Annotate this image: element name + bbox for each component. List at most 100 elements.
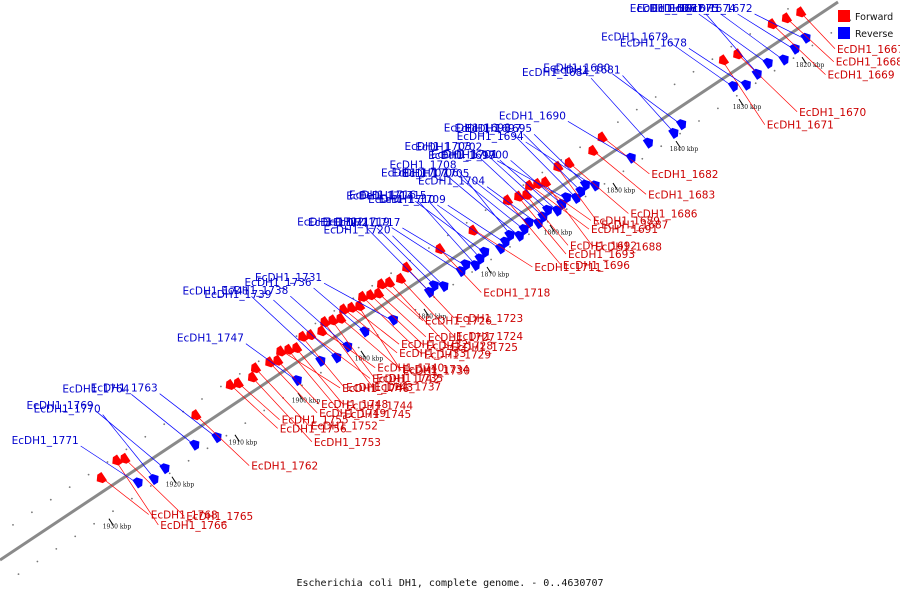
forward-gene-label[interactable]: EcDH1_1668 <box>836 57 900 69</box>
reverse-gene-label[interactable]: EcDH1_1700 <box>442 149 509 161</box>
forward-gene-feature[interactable] <box>384 276 396 288</box>
forward-gene-label[interactable]: EcDH1_1746 <box>342 383 409 395</box>
forward-gene-label[interactable]: EcDH1_1682 <box>651 169 718 181</box>
forward-gene-label[interactable]: EcDH1_1671 <box>767 120 834 132</box>
forward-gene-feature[interactable] <box>112 454 123 466</box>
forward-gene-label[interactable]: EcDH1_1744 <box>346 401 413 413</box>
reverse-gene-label[interactable]: EcDH1_1709 <box>379 194 446 206</box>
reverse-gene-label[interactable]: EcDH1_1738 <box>221 285 288 297</box>
reverse-gene-feature[interactable] <box>668 127 679 139</box>
forward-gene-feature[interactable] <box>358 290 369 302</box>
forward-gene-feature[interactable] <box>396 272 407 284</box>
reverse-gene-label[interactable]: EcDH1_1719 <box>323 217 390 229</box>
forward-gene-label[interactable]: EcDH1_1689 <box>593 215 660 227</box>
reverse-gene-feature[interactable] <box>474 253 485 265</box>
forward-gene-label[interactable]: EcDH1_1688 <box>595 242 662 254</box>
reverse-gene-label[interactable]: EcDH1_1697 <box>454 123 521 135</box>
reverse-gene-label[interactable]: EcDH1_1747 <box>177 333 244 345</box>
forward-gene-label[interactable]: EcDH1_1766 <box>160 520 227 532</box>
forward-gene-label[interactable]: EcDH1_1740 <box>377 363 444 375</box>
forward-gene-feature[interactable] <box>733 48 744 60</box>
reverse-gene-feature[interactable] <box>504 229 515 241</box>
reverse-gene-label[interactable]: EcDH1_1684 <box>522 67 589 79</box>
forward-gene-feature[interactable] <box>328 314 339 326</box>
reverse-gene-label[interactable]: EcDH1_1720 <box>323 225 390 237</box>
forward-gene-feature[interactable] <box>796 6 807 18</box>
reverse-gene-label[interactable]: EcDH1_1716 <box>349 190 416 202</box>
forward-gene-label[interactable]: EcDH1_1669 <box>828 70 895 82</box>
reverse-gene-label[interactable]: EcDH1_1769 <box>27 400 94 412</box>
reverse-gene-label[interactable]: EcDH1_1731 <box>255 272 322 284</box>
forward-gene-label[interactable]: EcDH1_1743 <box>346 382 413 394</box>
reverse-gene-feature[interactable] <box>423 286 435 298</box>
reverse-gene-label[interactable]: EcDH1_1703 <box>405 141 472 153</box>
forward-gene-feature[interactable] <box>191 409 202 421</box>
reverse-gene-label[interactable]: EcDH1_1704 <box>418 176 485 188</box>
forward-gene-label[interactable]: EcDH1_1728 <box>426 341 493 353</box>
reverse-gene-label[interactable]: EcDH1_1717 <box>333 217 400 229</box>
forward-gene-label[interactable]: EcDH1_1726 <box>425 316 492 328</box>
forward-gene-label[interactable]: EcDH1_1686 <box>630 209 697 221</box>
forward-gene-label[interactable]: EcDH1_1667 <box>837 44 900 56</box>
reverse-gene-label[interactable]: EcDH1_1679 <box>601 32 668 44</box>
reverse-gene-label[interactable]: EcDH1_1698 <box>444 123 511 135</box>
reverse-gene-label[interactable]: EcDH1_1680 <box>543 63 610 75</box>
reverse-gene-label[interactable]: EcDH1_1710 <box>368 194 435 206</box>
forward-gene-feature[interactable] <box>767 18 778 30</box>
reverse-gene-label[interactable]: EcDH1_1672 <box>686 3 753 15</box>
forward-gene-label[interactable]: EcDH1_1725 <box>451 342 518 354</box>
reverse-gene-feature[interactable] <box>575 186 586 198</box>
forward-gene-label[interactable]: EcDH1_1749 <box>319 408 386 420</box>
forward-gene-label[interactable]: EcDH1_1692 <box>570 240 637 252</box>
forward-gene-label[interactable]: EcDH1_1734 <box>402 364 469 376</box>
reverse-gene-label[interactable]: EcDH1_1707 <box>381 167 448 179</box>
reverse-gene-label[interactable]: EcDH1_1695 <box>465 123 532 135</box>
reverse-gene-label[interactable]: EcDH1_1690 <box>499 110 566 122</box>
forward-gene-label[interactable]: EcDH1_1745 <box>344 409 411 421</box>
forward-gene-label[interactable]: EcDH1_1733 <box>399 348 466 360</box>
reverse-gene-feature[interactable] <box>800 32 811 44</box>
reverse-gene-label[interactable]: EcDH1_1701 <box>431 149 498 161</box>
forward-gene-label[interactable]: EcDH1_1753 <box>314 437 381 449</box>
forward-gene-feature[interactable] <box>292 342 303 354</box>
reverse-gene-label[interactable]: EcDH1_1702 <box>415 141 482 153</box>
forward-gene-feature[interactable] <box>320 316 331 328</box>
forward-gene-feature[interactable] <box>276 345 287 357</box>
reverse-gene-label[interactable]: EcDH1_1681 <box>553 65 620 77</box>
forward-gene-label[interactable]: EcDH1_1724 <box>456 331 523 343</box>
forward-gene-label[interactable]: EcDH1_1737 <box>374 382 441 394</box>
reverse-gene-label[interactable]: EcDH1_1675 <box>652 3 719 15</box>
forward-gene-label[interactable]: EcDH1_1768 <box>151 510 218 522</box>
reverse-gene-feature[interactable] <box>751 68 762 80</box>
forward-gene-label[interactable]: EcDH1_1727 <box>428 332 495 344</box>
reverse-gene-feature[interactable] <box>438 281 449 293</box>
forward-gene-label[interactable]: EcDH1_1755 <box>282 415 349 427</box>
reverse-gene-feature[interactable] <box>560 192 572 204</box>
forward-gene-feature[interactable] <box>284 343 295 355</box>
reverse-gene-label[interactable]: EcDH1_1764 <box>62 383 129 395</box>
reverse-gene-label[interactable]: EcDH1_1715 <box>360 190 427 202</box>
reverse-gene-feature[interactable] <box>460 259 471 271</box>
reverse-gene-label[interactable]: EcDH1_1736 <box>245 277 312 289</box>
forward-gene-feature[interactable] <box>120 452 131 464</box>
forward-gene-label[interactable]: EcDH1_1687 <box>601 219 668 231</box>
forward-gene-feature[interactable] <box>435 243 446 255</box>
reverse-gene-label[interactable]: EcDH1_1705 <box>402 168 469 180</box>
reverse-gene-label[interactable]: EcDH1_1771 <box>12 435 79 447</box>
forward-gene-label[interactable]: EcDH1_1683 <box>648 189 715 201</box>
forward-gene-feature[interactable] <box>402 261 413 273</box>
forward-gene-label[interactable]: EcDH1_1752 <box>311 421 378 433</box>
reverse-gene-label[interactable]: EcDH1_1708 <box>389 160 456 172</box>
forward-gene-feature[interactable] <box>250 362 262 374</box>
reverse-gene-feature[interactable] <box>469 260 480 272</box>
forward-gene-feature[interactable] <box>540 176 552 188</box>
forward-gene-feature[interactable] <box>514 190 525 202</box>
forward-gene-feature[interactable] <box>502 194 514 206</box>
reverse-gene-feature[interactable] <box>428 280 439 292</box>
reverse-gene-label[interactable]: EcDH1_1721 <box>308 217 375 229</box>
reverse-gene-feature[interactable] <box>789 43 800 55</box>
forward-gene-label[interactable]: EcDH1_1748 <box>321 399 388 411</box>
reverse-gene-label[interactable]: EcDH1_1694 <box>457 131 524 143</box>
forward-gene-label[interactable]: EcDH1_1762 <box>251 461 318 473</box>
forward-gene-label[interactable]: EcDH1_1729 <box>424 349 491 361</box>
